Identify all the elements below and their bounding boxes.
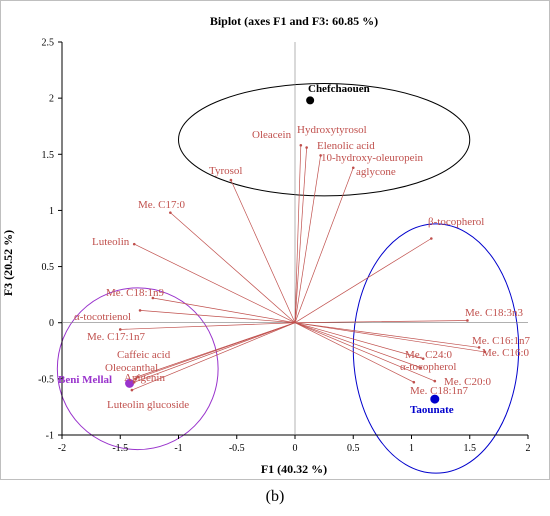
y-axis-label: F3 (20.52 %) [1, 230, 15, 296]
vector-point [132, 242, 136, 246]
vector-point [305, 146, 308, 149]
variable-label: Me. C16:1n7 [472, 335, 531, 347]
vector-point [118, 328, 122, 331]
y-tick-label: 0 [49, 318, 54, 329]
vector-line [294, 320, 468, 324]
vector-line [120, 322, 296, 330]
variable-label: Me. C17:1n7 [87, 331, 146, 343]
vector-point [229, 178, 233, 182]
variable-label: β-tocopherol [428, 216, 484, 228]
variable-label: α-tocopherol [400, 361, 456, 373]
y-tick-label: 2 [49, 94, 54, 105]
x-axis-label: F1 (40.32 %) [261, 462, 327, 476]
observation-point-beni-mellal [125, 378, 135, 388]
variable-label: Hydroxytyrosol [297, 124, 367, 136]
variable-label: Me. C18:1n7 [410, 385, 469, 397]
vector-point [351, 166, 355, 170]
vector-point [136, 375, 140, 378]
vector-point [151, 296, 155, 300]
ellipse-taounate [352, 223, 520, 474]
vector-line [294, 322, 480, 348]
variable-label: aglycone [356, 166, 396, 178]
y-tick-label: 1 [49, 206, 54, 217]
x-tick-label: 1.5 [464, 443, 477, 454]
vector-point [412, 380, 416, 384]
variable-label: Luteolin [92, 236, 130, 248]
observation-point-taounate [430, 394, 440, 404]
vector-line [230, 179, 296, 323]
ellipse-beni-mellal [56, 287, 219, 451]
chart-frame: Biplot (axes F1 and F3: 60.85 %) -2 -1.5 -… [0, 0, 550, 480]
variable-label: Me. C20:0 [444, 376, 492, 388]
y-tick-label: -1 [46, 431, 54, 442]
vector-line [294, 322, 485, 353]
observation-point-chefchaouen [306, 96, 315, 105]
x-tick-label: -0.5 [229, 443, 245, 454]
vector-line [294, 322, 424, 359]
x-tick-label: 0.5 [347, 443, 360, 454]
vector-line [294, 167, 354, 323]
vector-line [140, 310, 296, 324]
observation-label: Beni Mellal [58, 374, 112, 386]
x-tick-label: 1 [409, 443, 414, 454]
variable-label: Me. C18:3n3 [465, 307, 524, 319]
vector-line [294, 322, 421, 368]
variable-label: Tyrosol [209, 165, 242, 177]
x-tick-label: -2 [58, 443, 66, 454]
ellipse-chefchaouen [178, 83, 471, 197]
vector-point [169, 211, 172, 214]
variable-label: Me. C18:1n9 [106, 287, 165, 299]
y-tick-label: 1.5 [42, 150, 55, 161]
variable-label: α-tocotrienol [74, 311, 131, 323]
x-tick-label: 0 [293, 443, 298, 454]
biplot-chart: Biplot (axes F1 and F3: 60.85 %) -2 -1.5 -… [0, 0, 550, 480]
y-tick-label: -0.5 [38, 374, 54, 385]
vector-line [134, 322, 296, 383]
vector-line [152, 297, 296, 324]
vector-point [483, 350, 487, 354]
variable-label: Elenolic acid [317, 140, 375, 152]
variable-label: Me. C16:0 [482, 347, 530, 359]
vector-point [138, 309, 142, 312]
vector-line [294, 322, 414, 383]
x-tick-label: 2 [526, 443, 531, 454]
vector-line [294, 155, 321, 323]
variable-label: Oleacein [252, 129, 292, 141]
variable-label: 10-hydroxy-oleuropein [321, 152, 424, 164]
vector-point [430, 237, 433, 240]
variable-label: Oleocanthal [105, 362, 158, 374]
vector-line [294, 147, 307, 323]
observation-label: Chefchaouen [308, 83, 370, 95]
vector-point [419, 366, 423, 369]
y-tick-label: 0.5 [42, 262, 55, 273]
vector-line [294, 238, 432, 324]
chart-title: Biplot (axes F1 and F3: 60.85 %) [210, 14, 378, 28]
vector-point [477, 346, 481, 349]
variable-label: Luteolin glucoside [107, 399, 189, 411]
vector-point [319, 154, 322, 157]
y-tick-label: 2.5 [42, 38, 55, 49]
vector-point [466, 319, 469, 322]
variable-label: Caffeic acid [117, 349, 171, 361]
vector-point [130, 388, 134, 392]
vector-line [131, 322, 296, 391]
vector-point [433, 379, 437, 383]
variable-label: Apigenin [124, 372, 165, 384]
observation-label: Taounate [410, 404, 454, 416]
vector-line [294, 322, 435, 382]
x-tick-label: -1 [174, 443, 182, 454]
vector-point [299, 144, 303, 147]
vector-point [421, 357, 425, 360]
x-tick-label: -1.5 [112, 443, 128, 454]
variable-label: Me. C17:0 [138, 199, 186, 211]
variable-label: Me. C24:0 [405, 349, 453, 361]
vector-line [134, 243, 296, 324]
vector-line [135, 322, 296, 380]
figure-label: (b) [265, 488, 285, 505]
vector-line [294, 145, 302, 323]
vector-point [134, 377, 137, 381]
vector-line [170, 212, 296, 323]
